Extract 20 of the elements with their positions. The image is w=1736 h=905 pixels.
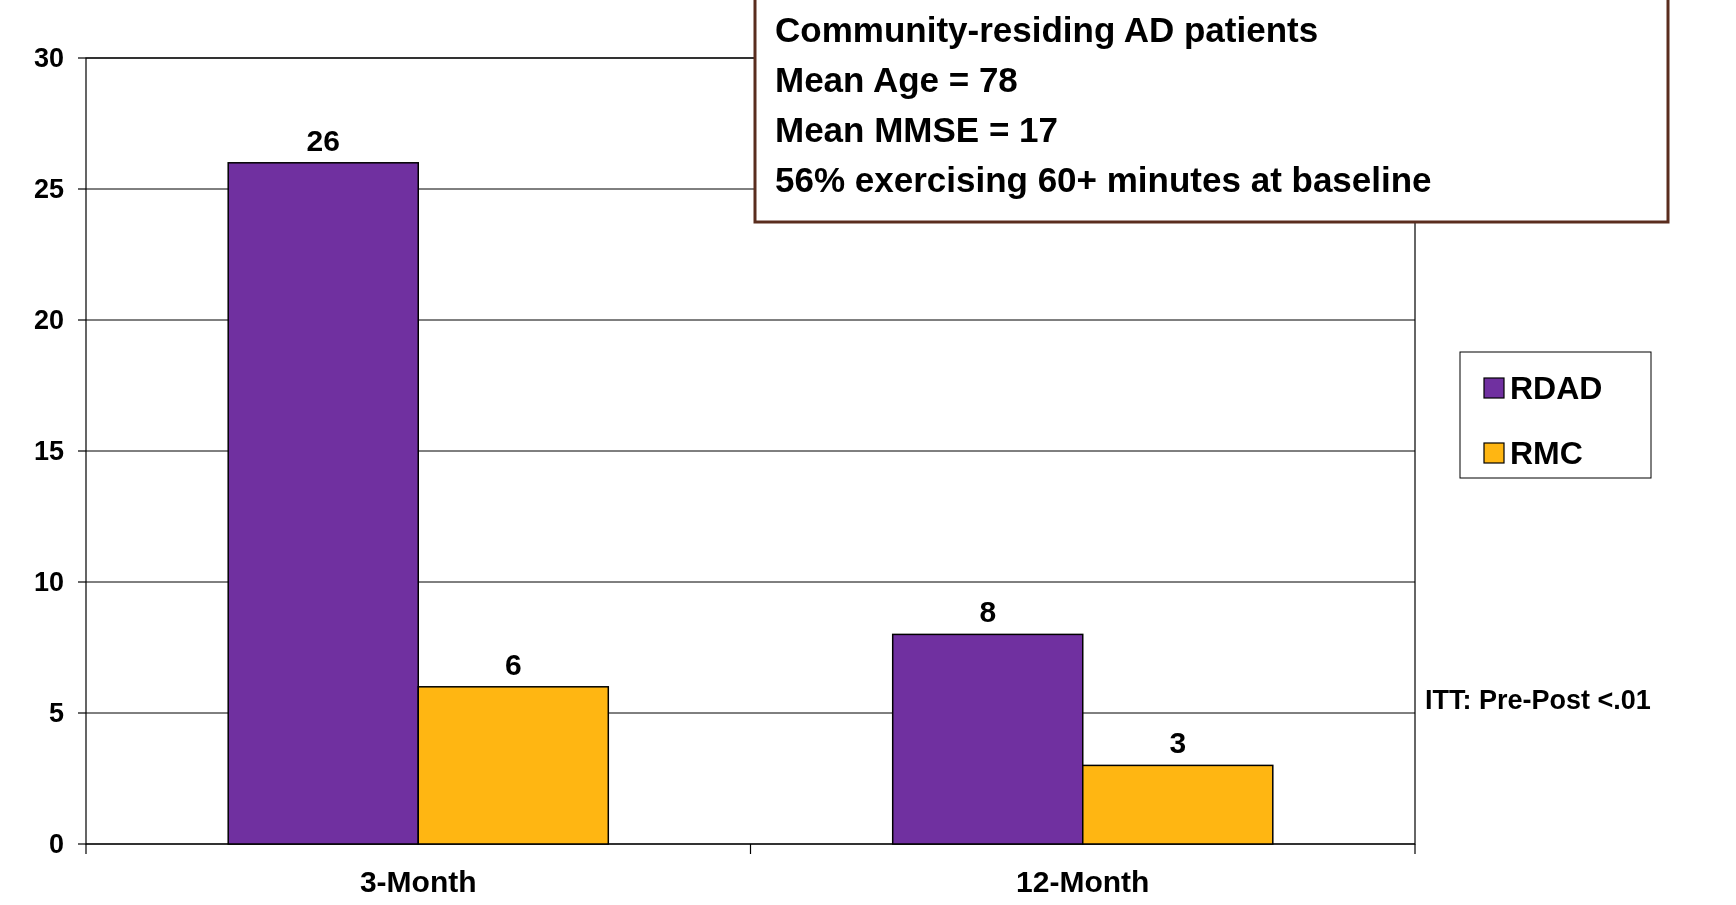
- y-tick-label: 30: [33, 43, 64, 74]
- legend-label: RMC: [1510, 435, 1583, 472]
- y-tick-label: 15: [33, 436, 64, 467]
- y-tick-label: 25: [33, 174, 64, 205]
- y-tick-label: 0: [48, 829, 64, 860]
- data-label: 6: [504, 647, 522, 681]
- text: ITT: Pre-Post <.01: [1425, 685, 1651, 716]
- y-tick-label: 5: [48, 698, 64, 729]
- legend-label: RDAD: [1510, 370, 1603, 407]
- text-box: Community-residing AD patients Mean Age = 78 Mean MMSE = 17 56% exercising 60+ minutes at baseline: [753, 0, 1670, 224]
- data-label: 8: [979, 595, 997, 629]
- x-tick-label: 3-Month: [359, 865, 477, 898]
- x-tick-label: 12-Month: [1016, 865, 1150, 898]
- y-tick-label: 20: [33, 305, 64, 336]
- data-label: 3: [1169, 726, 1187, 760]
- annotation: 56% exercising 60+ minutes at baseline: [775, 160, 1432, 199]
- data-label: 26: [306, 123, 340, 157]
- y-tick-label: 10: [33, 567, 64, 598]
- annotation: Mean Age = 78: [775, 60, 1018, 99]
- annotation: Mean MMSE = 17: [775, 110, 1059, 149]
